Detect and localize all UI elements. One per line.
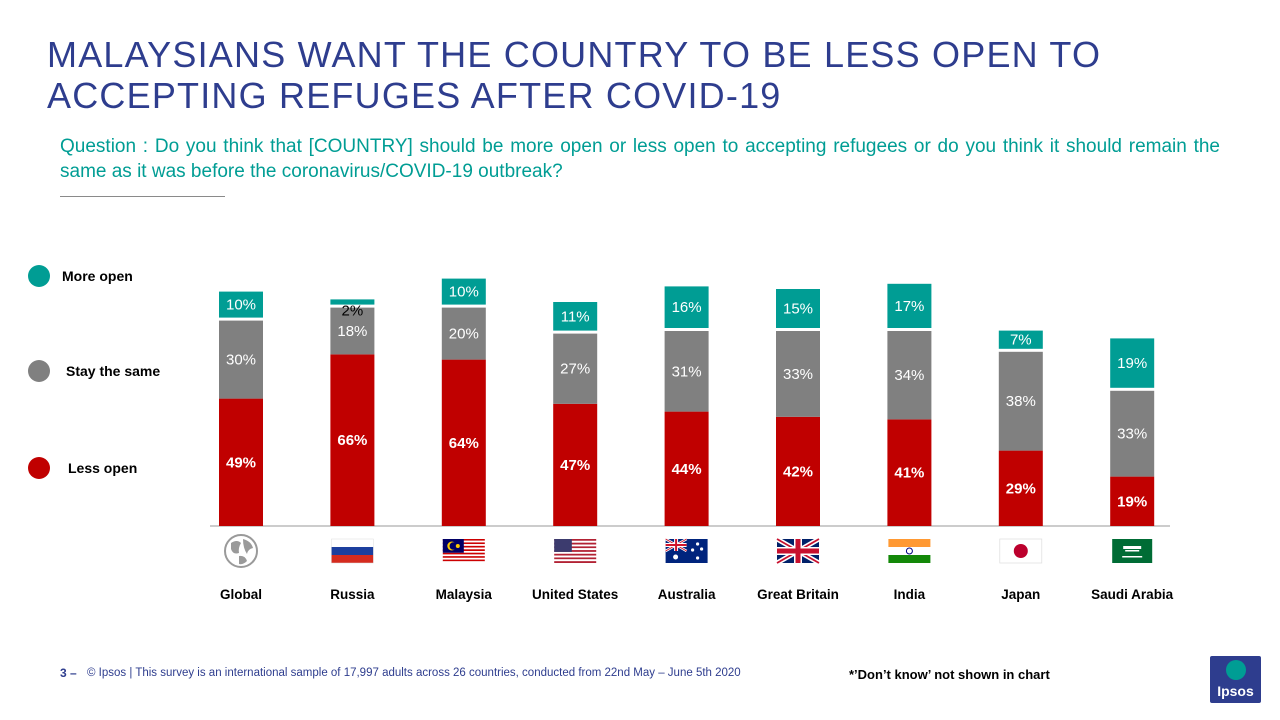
logo-text: Ipsos xyxy=(1217,683,1254,699)
stacked-bar-chart: 49% 30% 10% 66% 18% 2% 64% 20% 10% 47% 27% 11% 44% 31… xyxy=(210,278,1174,602)
divider-line xyxy=(60,196,225,197)
category-label-japan: Japan xyxy=(1001,587,1040,602)
category-label-russia: Russia xyxy=(330,587,375,602)
survey-question: Question : Do you think that [COUNTRY] s… xyxy=(60,136,1220,182)
label-more-open-malaysia: 10% xyxy=(449,284,479,301)
label-less-open-global: 49% xyxy=(226,454,256,471)
bar-less-open-australia xyxy=(664,411,709,526)
bar-stay-same-united-states xyxy=(553,333,598,404)
flag-united-states-icon xyxy=(554,539,597,563)
bar-more-open-japan xyxy=(998,330,1043,349)
category-label-great-britain: Great Britain xyxy=(757,587,839,602)
label-less-open-india: 41% xyxy=(894,465,924,482)
bar-less-open-japan xyxy=(998,450,1043,526)
label-less-open-australia: 44% xyxy=(672,461,702,478)
bar-more-open-united-states xyxy=(553,302,598,331)
flag-australia-icon xyxy=(664,537,708,563)
flag-malaysia-icon xyxy=(442,539,485,563)
legend-dot-less-open-icon xyxy=(28,457,50,479)
category-labels-group: Global Russia Malaysia United States Austral… xyxy=(220,587,1174,602)
bar-stay-same-global xyxy=(219,320,263,399)
label-more-open-global: 10% xyxy=(226,297,256,314)
bar-less-open-saudi-arabia xyxy=(1110,476,1155,526)
bar-more-open-australia xyxy=(664,286,709,328)
label-more-open-japan: 7% xyxy=(1010,332,1032,349)
category-label-malaysia: Malaysia xyxy=(436,587,493,602)
logo-circle-icon xyxy=(1226,660,1246,680)
label-less-open-saudi-arabia: 19% xyxy=(1117,493,1147,510)
label-less-open-great-britain: 42% xyxy=(783,463,813,480)
legend-label-more-open: More open xyxy=(62,268,133,284)
legend-dot-stay-same-icon xyxy=(28,360,50,382)
label-stay-same-malaysia: 20% xyxy=(449,326,479,343)
label-stay-same-great-britain: 33% xyxy=(783,366,813,383)
footer-note: *’Don’t know’ not shown in chart xyxy=(849,667,1050,682)
ipsos-logo: Ipsos xyxy=(1210,656,1261,703)
label-more-open-russia: 2% xyxy=(342,302,364,319)
bar-more-open-india xyxy=(887,283,932,328)
footer-source: © Ipsos | This survey is an internationa… xyxy=(87,667,741,679)
page-number: 3 – xyxy=(60,666,77,680)
label-stay-same-australia: 31% xyxy=(672,363,702,380)
legend-label-less-open: Less open xyxy=(68,460,138,476)
bar-more-open-great-britain xyxy=(776,289,820,328)
label-more-open-great-britain: 15% xyxy=(783,301,813,318)
bar-more-open-saudi-arabia xyxy=(1110,338,1155,388)
bar-less-open-malaysia xyxy=(441,359,486,526)
label-less-open-malaysia: 64% xyxy=(449,435,479,452)
bar-less-open-russia xyxy=(330,354,375,526)
category-label-saudi-arabia: Saudi Arabia xyxy=(1091,587,1174,602)
label-more-open-australia: 16% xyxy=(672,299,702,316)
category-label-united-states: United States xyxy=(532,587,618,602)
category-label-australia: Australia xyxy=(658,587,716,602)
label-less-open-united-states: 47% xyxy=(560,457,590,474)
bar-stay-same-japan xyxy=(998,351,1043,451)
category-label-global: Global xyxy=(220,587,262,602)
bar-less-open-great-britain xyxy=(776,416,820,526)
bars-group: 49% 30% 10% 66% 18% 2% 64% 20% 10% 47% 27% 11% 44% 31… xyxy=(219,278,1155,526)
label-stay-same-india: 34% xyxy=(894,367,924,384)
label-more-open-india: 17% xyxy=(894,298,924,315)
flag-great-britain-icon xyxy=(775,536,821,566)
bar-less-open-united-states xyxy=(553,403,598,526)
label-stay-same-united-states: 27% xyxy=(560,361,590,378)
label-less-open-russia: 66% xyxy=(337,432,367,449)
label-stay-same-saudi-arabia: 33% xyxy=(1117,426,1147,443)
flag-global-icon xyxy=(224,534,258,568)
bar-more-open-russia xyxy=(330,299,375,305)
legend-dot-more-open-icon xyxy=(28,265,50,287)
flag-japan-icon xyxy=(999,538,1043,564)
bar-stay-same-australia xyxy=(664,331,709,412)
bar-stay-same-russia xyxy=(330,307,375,355)
label-more-open-united-states: 11% xyxy=(561,308,590,325)
label-stay-same-russia: 18% xyxy=(337,323,367,340)
flags-group xyxy=(224,534,1153,568)
label-more-open-saudi-arabia: 19% xyxy=(1117,355,1147,372)
page-title: MALAYSIANS WANT THE COUNTRY TO BE LESS O… xyxy=(47,34,1102,116)
label-stay-same-japan: 38% xyxy=(1006,393,1036,410)
category-label-india: India xyxy=(894,587,926,602)
bar-less-open-global xyxy=(219,398,263,526)
bar-stay-same-saudi-arabia xyxy=(1110,390,1155,477)
label-less-open-japan: 29% xyxy=(1006,480,1036,497)
bar-stay-same-india xyxy=(887,331,932,420)
bar-stay-same-great-britain xyxy=(776,331,820,417)
flag-india-icon xyxy=(888,539,931,563)
legend-label-stay-same: Stay the same xyxy=(66,363,161,379)
flag-saudi-arabia-icon xyxy=(1112,539,1153,563)
bar-less-open-india xyxy=(887,419,932,526)
bar-more-open-malaysia xyxy=(441,278,486,305)
label-stay-same-global: 30% xyxy=(226,352,256,369)
bar-stay-same-malaysia xyxy=(441,307,486,360)
bar-more-open-global xyxy=(219,291,263,318)
flag-russia-icon xyxy=(331,538,374,564)
